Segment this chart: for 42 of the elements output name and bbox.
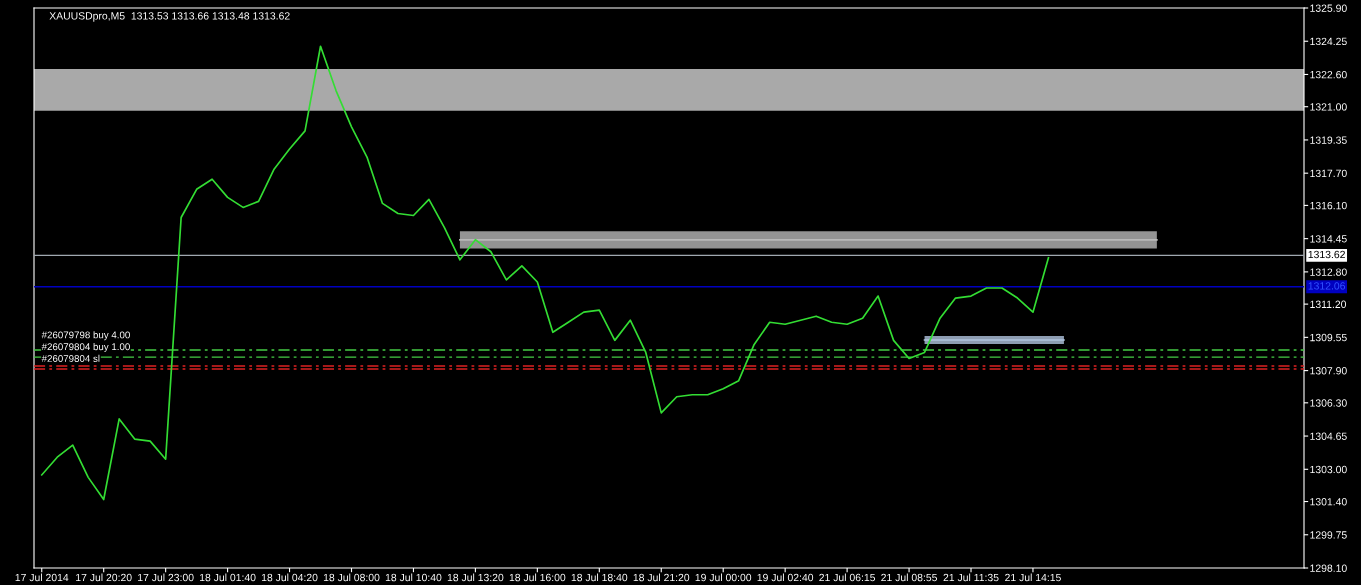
y-tick-label: 1299.75 [1310,531,1347,539]
x-tick-label: 18 Jul 21:20 [633,573,690,582]
y-tick-label: 1316.10 [1310,201,1347,210]
y-tick-label: 1303.00 [1310,465,1347,474]
x-tick-label: 17 Jul 23:00 [138,573,194,582]
x-tick-label: 21 Jul 08:55 [881,573,938,582]
x-tick-label: 17 Jul 20:20 [76,573,132,582]
y-tick-label: 1319.35 [1310,136,1347,144]
ref-line-label: #26079804 buy 1.00 [41,343,130,353]
x-tick-label: 18 Jul 01:40 [200,573,256,582]
y-tick-label: 1314.45 [1310,235,1347,243]
x-tick-label: 18 Jul 10:40 [385,573,442,582]
y-tick-label: 1311.20 [1310,300,1347,308]
y-tick-label: 1304.65 [1310,432,1347,440]
x-tick-label: 17 Jul 2014 [15,573,69,582]
x-tick-label: 21 Jul 11:35 [943,573,999,582]
x-tick-label: 18 Jul 18:40 [571,573,628,582]
y-tick-label: 1321.00 [1310,103,1347,111]
x-tick-label: 18 Jul 16:00 [509,573,566,582]
y-tick-label: 1306.30 [1310,399,1347,407]
y-tick-label: 1307.90 [1310,367,1347,375]
y-tick-label: 1301.40 [1310,498,1347,506]
y-tick-label: 1298.10 [1310,564,1347,572]
y-tick-label: 1317.70 [1310,169,1347,178]
x-tick-label: 18 Jul 08:00 [323,573,380,582]
y-tick-label: 1312.80 [1310,268,1347,276]
y-tick-label: 1325.90 [1310,4,1347,12]
x-tick-label: 19 Jul 02:40 [757,573,814,582]
chart-title: XAUUSDpro,M5 1313.53 1313.66 1313.48 1313.62 [49,12,290,22]
y-tick-label: 1322.60 [1310,70,1347,79]
x-tick-label: 21 Jul 06:15 [819,573,876,582]
x-tick-label: 21 Jul 14:15 [1005,573,1061,582]
ref-line-label: #26079804 sl [41,354,100,362]
x-tick-label: 18 Jul 13:20 [447,573,504,582]
ref-line-label: 1313.62 [1308,250,1345,259]
ref-line-label: #26079798 buy 4.00 [41,331,130,341]
ref-line-label: 1312.06 [1308,282,1346,290]
x-tick-label: 18 Jul 04:20 [261,573,318,582]
line-series [40,45,1050,501]
y-tick-label: 1324.25 [1310,37,1347,46]
x-tick-label: 19 Jul 00:00 [695,573,752,582]
y-tick-label: 1309.55 [1310,333,1347,342]
